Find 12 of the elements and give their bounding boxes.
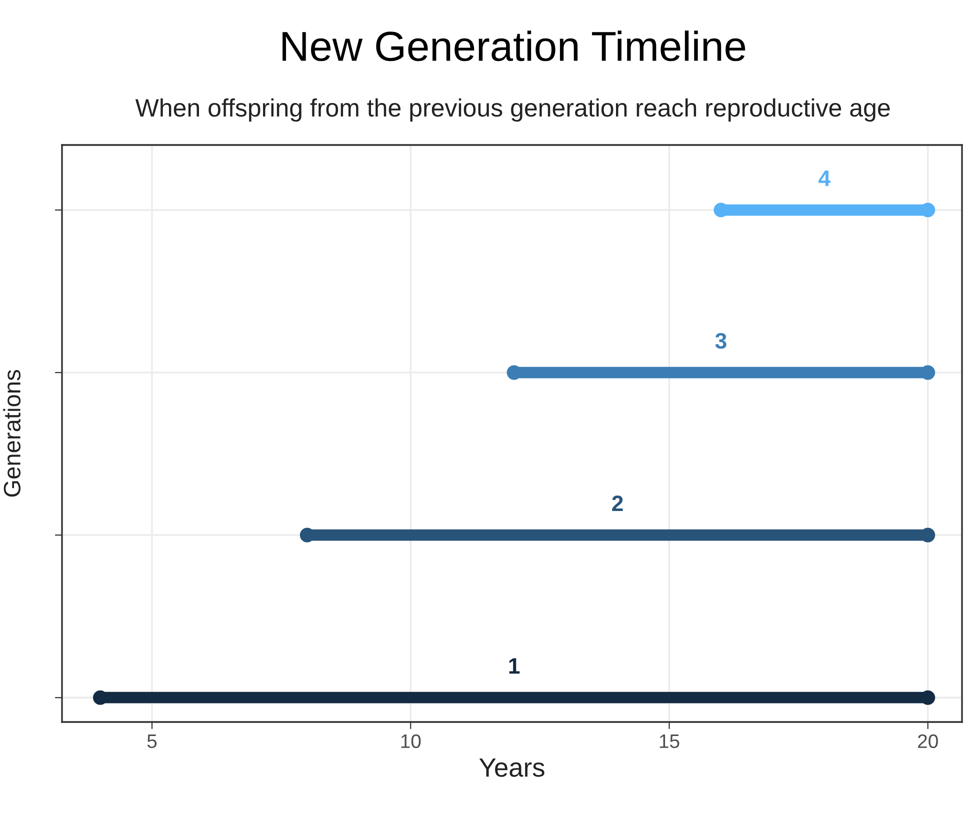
- annotation: 4: [818, 170, 830, 186]
- annotation: 2: [612, 496, 623, 512]
- x-axis-title: Years: [479, 758, 544, 777]
- x-tick-label: 10: [401, 734, 421, 748]
- chart-title: New Generation Timeline: [282, 30, 746, 62]
- y-axis-title: Generations: [3, 370, 21, 497]
- x-tick-label: 20: [918, 734, 938, 748]
- chart-subtitle: When offspring from the previous generation reach reproductive age: [135, 98, 890, 122]
- x-tick-label: 5: [147, 734, 157, 748]
- annotation: 1: [509, 658, 520, 674]
- x-tick-label: 15: [660, 734, 680, 748]
- annotation: 3: [715, 332, 726, 349]
